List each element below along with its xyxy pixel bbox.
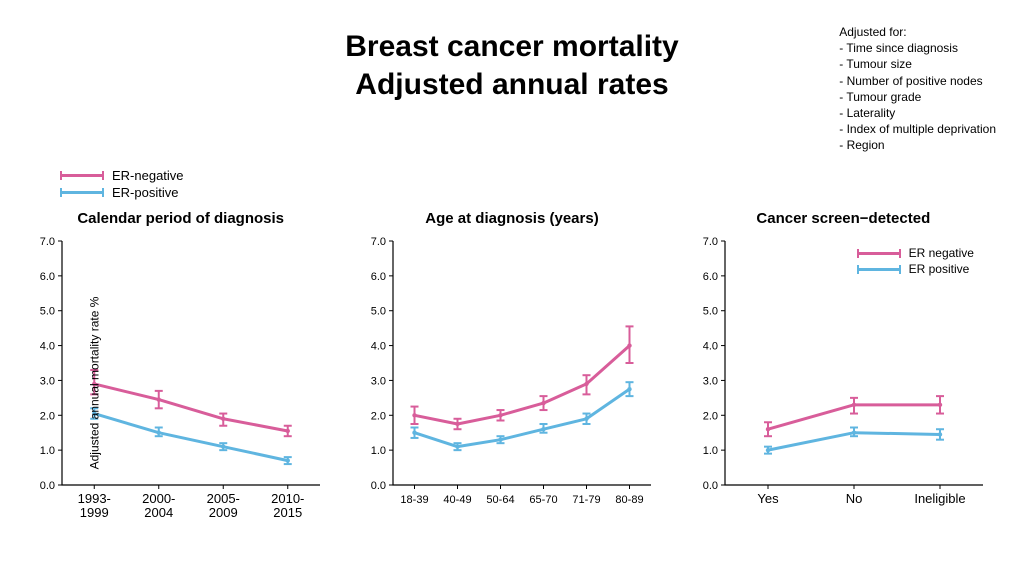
- legend-swatch-neg: [857, 252, 901, 255]
- legend-item-neg: ER-negative: [60, 168, 184, 183]
- y-axis-label: Adjusted annual mortality rate %: [87, 297, 101, 470]
- inner-legend-item: ER positive: [857, 262, 974, 276]
- y-tick-label: 6.0: [371, 271, 386, 283]
- x-tick-label: 2004: [144, 505, 173, 520]
- y-tick-label: 4.0: [371, 341, 386, 353]
- y-tick-label: 2.0: [371, 410, 386, 422]
- y-tick-label: 7.0: [702, 236, 717, 248]
- adjusted-for-item: - Tumour grade: [839, 89, 996, 105]
- adjusted-for-item: - Tumour size: [839, 56, 996, 72]
- x-tick-label: Yes: [757, 491, 779, 506]
- x-tick-label: 18-39: [401, 494, 429, 506]
- x-tick-label: No: [845, 491, 862, 506]
- y-tick-label: 0.0: [371, 480, 386, 492]
- adjusted-for-item: - Region: [839, 137, 996, 153]
- y-tick-label: 6.0: [702, 271, 717, 283]
- x-tick-label: 2005-: [207, 491, 240, 506]
- inner-legend-item: ER negative: [857, 246, 974, 260]
- x-tick-label: 1993-: [78, 491, 111, 506]
- main-legend: ER-negative ER-positive: [60, 168, 184, 202]
- y-tick-label: 4.0: [702, 341, 717, 353]
- y-tick-label: 2.0: [40, 410, 55, 422]
- adjusted-for-item: - Index of multiple deprivation: [839, 121, 996, 137]
- panel-title: Calendar period of diagnosis: [20, 210, 341, 227]
- chart-svg: 0.0 1.0 2.0 3.0 4.0 5.0 6.0 7.0 Yes No Ineligible: [683, 233, 993, 533]
- y-tick-label: 0.0: [40, 480, 55, 492]
- x-tick-label: 1999: [80, 505, 109, 520]
- y-tick-label: 3.0: [40, 375, 55, 387]
- y-tick-label: 1.0: [371, 445, 386, 457]
- x-tick-label: 50-64: [487, 494, 515, 506]
- adjusted-for-heading: Adjusted for:: [839, 24, 996, 40]
- chart-panel: Age at diagnosis (years) 0.0 1.0 2.0 3.0 4.0 5…: [351, 210, 672, 556]
- title-line-2: Adjusted annual rates: [355, 68, 668, 101]
- y-tick-label: 5.0: [371, 306, 386, 318]
- legend-swatch-neg: [60, 174, 104, 177]
- adjusted-for-item: - Number of positive nodes: [839, 73, 996, 89]
- y-tick-label: 3.0: [371, 375, 386, 387]
- chart-row: Calendar period of diagnosis Adjusted ann…: [20, 210, 1004, 556]
- legend-swatch-pos: [60, 191, 104, 194]
- panel-title: Age at diagnosis (years): [351, 210, 672, 227]
- x-tick-label: 2015: [273, 505, 302, 520]
- x-tick-label: 2000-: [142, 491, 175, 506]
- adjusted-for-item: - Laterality: [839, 105, 996, 121]
- x-tick-label: 2009: [209, 505, 238, 520]
- chart-panel: Cancer screen−detected 0.0 1.0 2.0 3.0 4.0 5.0…: [683, 210, 1004, 556]
- adjusted-for-item: - Time since diagnosis: [839, 40, 996, 56]
- y-tick-label: 7.0: [371, 236, 386, 248]
- x-tick-label: 40-49: [444, 494, 472, 506]
- y-tick-label: 0.0: [702, 480, 717, 492]
- y-tick-label: 2.0: [702, 410, 717, 422]
- legend-swatch-pos: [857, 268, 901, 271]
- legend-label-pos: ER positive: [909, 262, 970, 276]
- y-tick-label: 3.0: [702, 375, 717, 387]
- y-tick-label: 5.0: [702, 306, 717, 318]
- chart-svg: 0.0 1.0 2.0 3.0 4.0 5.0 6.0 7.0 18-39 40-49 50-64 6…: [351, 233, 661, 533]
- chart-svg: 0.01.02.03.04.05.06.07.01993-19992000-20…: [20, 233, 330, 533]
- y-tick-label: 1.0: [40, 445, 55, 457]
- title-line-1: Breast cancer mortality: [345, 30, 679, 63]
- adjusted-for-note: Adjusted for: - Time since diagnosis- Tu…: [839, 24, 996, 154]
- y-tick-label: 5.0: [40, 306, 55, 318]
- legend-label-neg: ER-negative: [112, 168, 184, 183]
- x-tick-label: 2010-: [271, 491, 304, 506]
- x-tick-label: 65-70: [530, 494, 558, 506]
- legend-label-pos: ER-positive: [112, 185, 178, 200]
- panel-title: Cancer screen−detected: [683, 210, 1004, 227]
- y-tick-label: 4.0: [40, 341, 55, 353]
- chart-panel: Calendar period of diagnosis Adjusted ann…: [20, 210, 341, 556]
- y-tick-label: 7.0: [40, 236, 55, 248]
- legend-item-pos: ER-positive: [60, 185, 184, 200]
- x-tick-label: 80-89: [616, 494, 644, 506]
- y-tick-label: 1.0: [702, 445, 717, 457]
- legend-label-neg: ER negative: [909, 246, 974, 260]
- y-tick-label: 6.0: [40, 271, 55, 283]
- x-tick-label: Ineligible: [914, 491, 965, 506]
- x-tick-label: 71-79: [573, 494, 601, 506]
- inner-legend: ER negative ER positive: [857, 246, 974, 278]
